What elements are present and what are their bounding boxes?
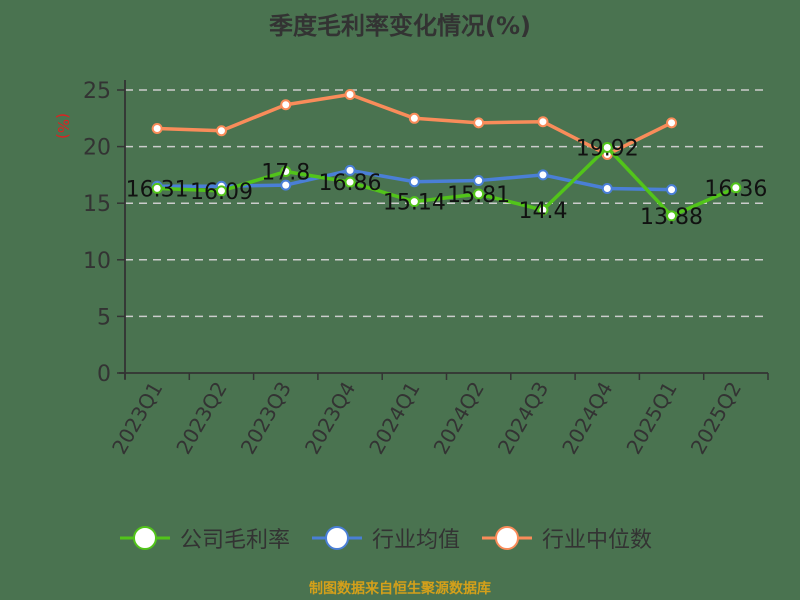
- legend-marker-green-icon: [120, 526, 170, 550]
- y-tick-label: 10: [83, 249, 111, 274]
- data-point[interactable]: [344, 176, 356, 188]
- data-point[interactable]: [215, 185, 227, 197]
- data-point[interactable]: [537, 169, 549, 181]
- data-label: 16.09: [190, 180, 253, 205]
- legend-marker-blue-icon: [312, 526, 363, 550]
- y-tick-label: 25: [83, 79, 111, 104]
- axes: [119, 80, 769, 380]
- data-point[interactable]: [473, 117, 485, 129]
- legend-item-company[interactable]: 公司毛利率: [120, 522, 290, 554]
- data-label: 17.8: [261, 161, 310, 186]
- x-tick-label: 2024Q4: [557, 378, 617, 459]
- x-tick-label: 2023Q1: [107, 378, 167, 459]
- data-point[interactable]: [730, 182, 742, 194]
- y-tick-label: 20: [83, 136, 111, 161]
- legend: 公司毛利率 行业均值 行业中位数: [120, 522, 674, 554]
- data-point[interactable]: [473, 188, 485, 200]
- data-point[interactable]: [601, 142, 613, 154]
- x-axis-tick-labels: 2023Q1 2023Q2 2023Q3 2023Q4 2024Q1 2024Q2 2024…: [107, 378, 746, 459]
- x-tick-label: 2023Q2: [171, 378, 231, 459]
- x-tick-label: 2023Q4: [300, 378, 360, 459]
- legend-label: 行业中位数: [542, 528, 653, 553]
- y-tick-label: 0: [97, 362, 111, 387]
- data-point[interactable]: [408, 176, 420, 188]
- data-point[interactable]: [408, 196, 420, 208]
- x-tick-label: 2024Q1: [364, 378, 424, 459]
- legend-label: 公司毛利率: [180, 528, 291, 553]
- data-point[interactable]: [408, 112, 420, 124]
- data-point[interactable]: [537, 116, 549, 128]
- data-point[interactable]: [601, 182, 613, 194]
- legend-item-industry-avg[interactable]: 行业均值: [312, 522, 460, 554]
- data-point[interactable]: [473, 175, 485, 187]
- series-line: [157, 145, 737, 218]
- y-axis-tick-labels: 0 5 10 15 20 25: [83, 79, 111, 387]
- x-tick-label: 2025Q1: [621, 378, 681, 459]
- data-point[interactable]: [151, 122, 163, 134]
- chart-title: 季度毛利率变化情况(%): [269, 12, 531, 40]
- data-point[interactable]: [666, 184, 678, 196]
- data-point[interactable]: [344, 164, 356, 176]
- data-label: 14.4: [518, 199, 567, 224]
- data-point[interactable]: [280, 166, 292, 178]
- y-tick-label: 15: [83, 192, 111, 217]
- data-point[interactable]: [280, 179, 292, 191]
- legend-marker-orange-icon: [482, 526, 533, 550]
- data-label: 16.31: [126, 177, 189, 202]
- legend-label: 行业均值: [372, 528, 461, 553]
- data-point[interactable]: [280, 99, 292, 111]
- data-label: 16.36: [704, 177, 767, 202]
- data-label: 15.81: [447, 183, 510, 208]
- data-label: 15.14: [383, 191, 446, 216]
- data-label: 16.86: [319, 171, 382, 196]
- gridlines: [117, 89, 768, 374]
- data-point[interactable]: [344, 89, 356, 101]
- y-tick-label: 5: [97, 305, 111, 330]
- data-label: 19.92: [576, 137, 639, 162]
- legend-item-industry-median[interactable]: 行业中位数: [482, 522, 652, 554]
- x-tick-label: 2024Q3: [493, 378, 553, 459]
- source-note: 制图数据来自恒生聚源数据库: [309, 581, 491, 597]
- x-tick-label: 2025Q2: [686, 378, 746, 459]
- series-lines: [151, 89, 742, 222]
- data-label: 13.88: [640, 205, 703, 230]
- data-point[interactable]: [215, 125, 227, 137]
- data-point[interactable]: [151, 182, 163, 194]
- y-axis-unit-label: (%): [54, 113, 72, 139]
- x-tick-label: 2024Q2: [429, 378, 489, 459]
- data-point[interactable]: [537, 204, 549, 216]
- data-point[interactable]: [666, 117, 678, 129]
- x-tick-label: 2023Q3: [236, 378, 296, 459]
- data-point[interactable]: [666, 210, 678, 222]
